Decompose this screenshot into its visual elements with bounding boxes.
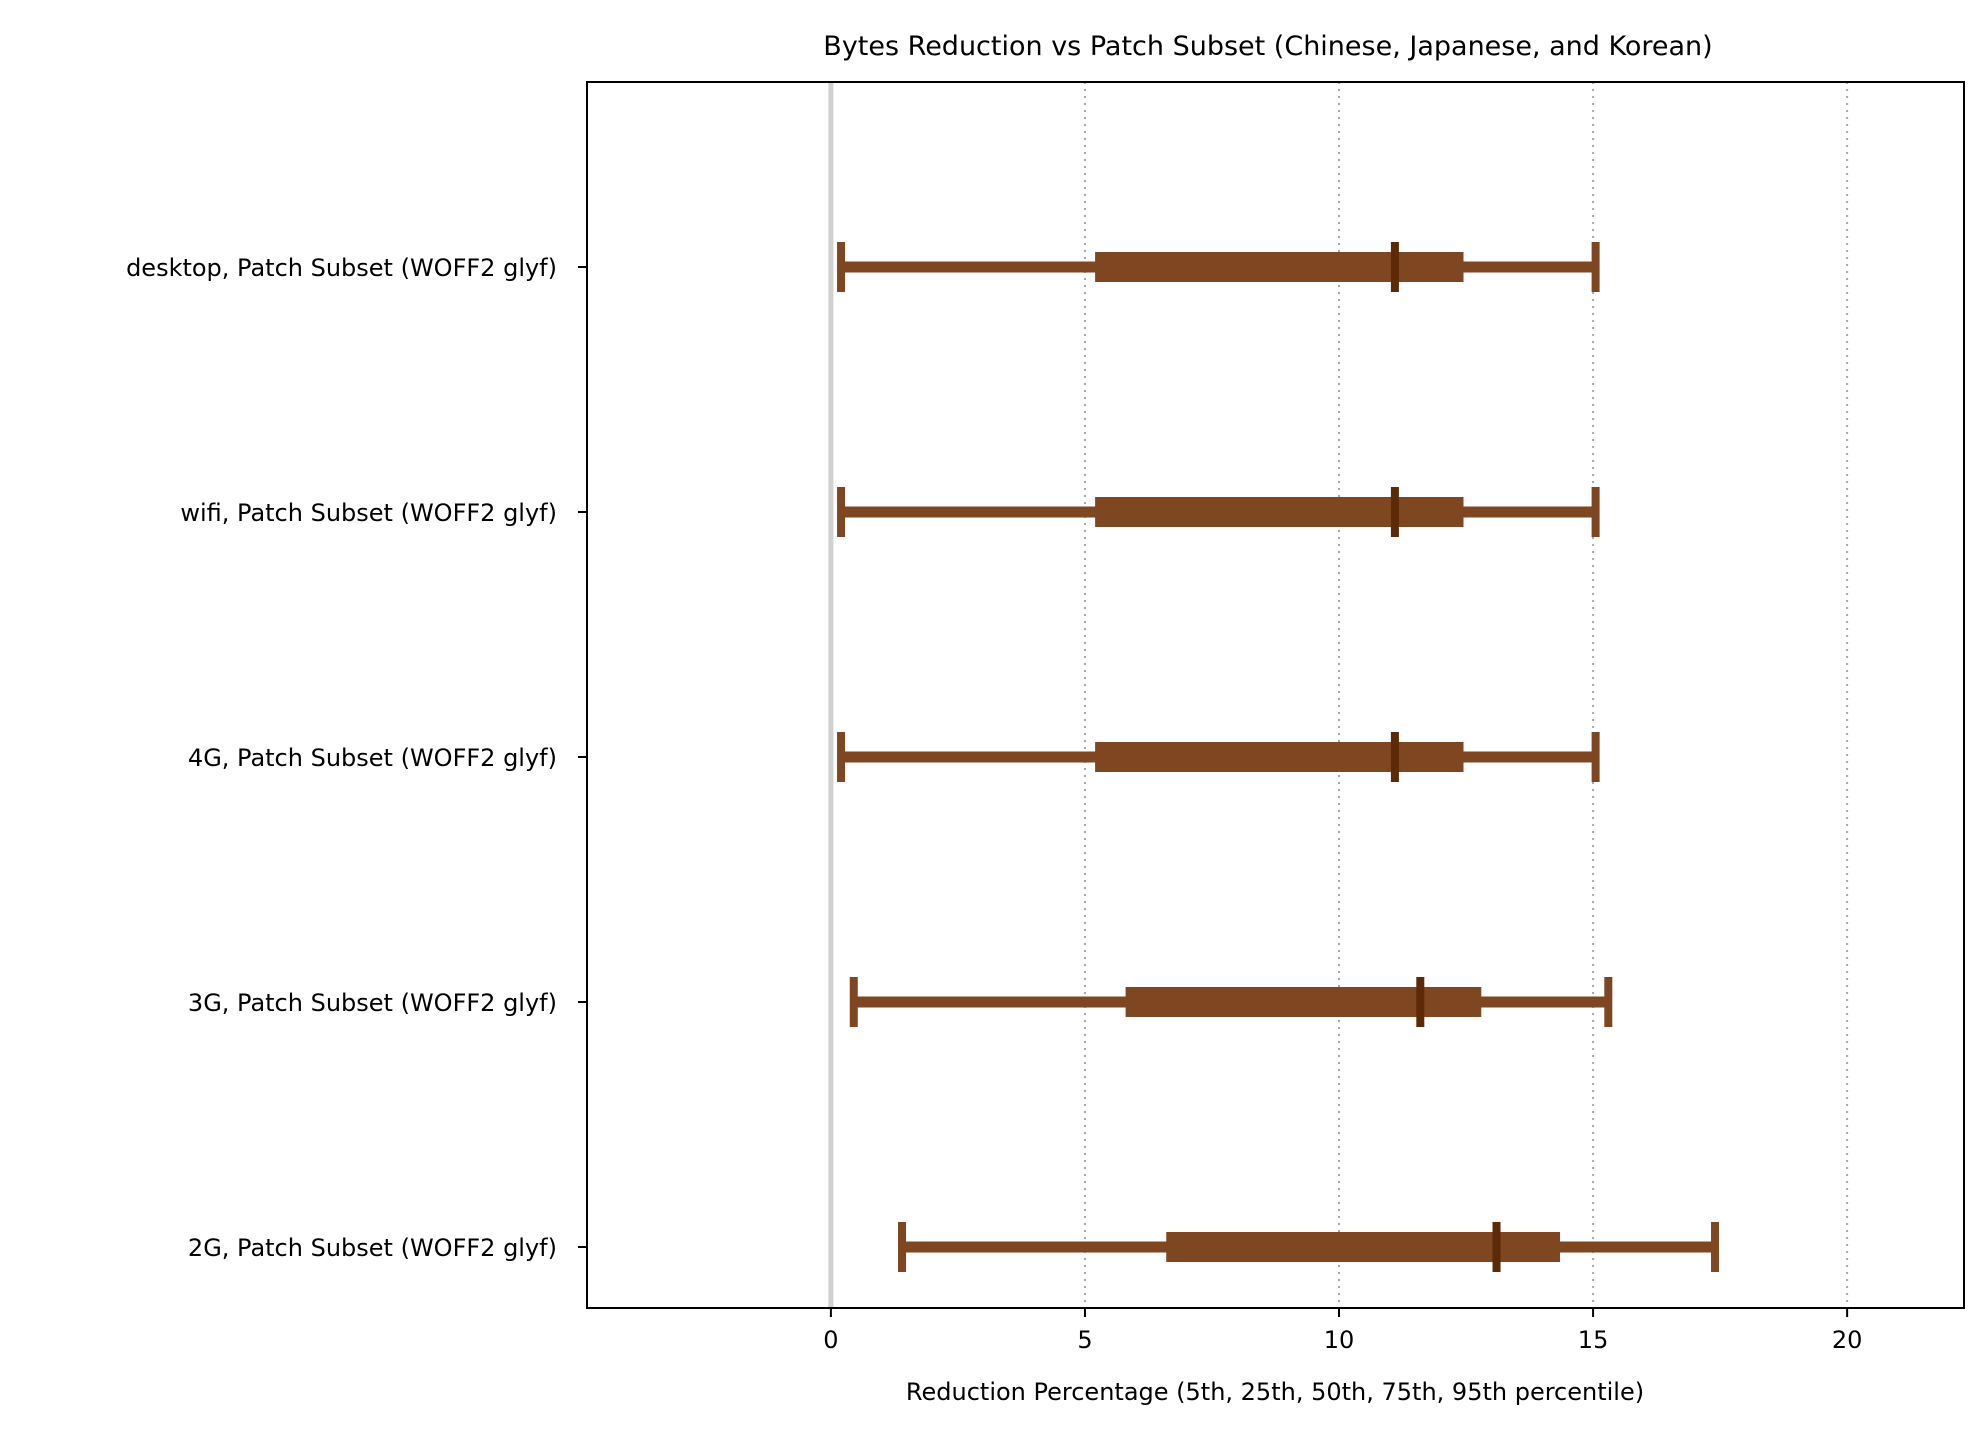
x-axis-label: Reduction Percentage (5th, 25th, 50th, 7… bbox=[906, 1378, 1644, 1406]
x-tick-label: 15 bbox=[1578, 1326, 1609, 1354]
y-tick-label: desktop, Patch Subset (WOFF2 glyf) bbox=[126, 254, 557, 282]
iqr-box bbox=[1095, 252, 1464, 282]
plot-frame bbox=[586, 81, 1965, 1309]
x-tick-label: 20 bbox=[1832, 1326, 1863, 1354]
y-tick-label: wifi, Patch Subset (WOFF2 glyf) bbox=[180, 499, 557, 527]
iqr-box bbox=[1095, 497, 1464, 527]
y-tick-label: 3G, Patch Subset (WOFF2 glyf) bbox=[188, 989, 557, 1017]
y-tick-label: 2G, Patch Subset (WOFF2 glyf) bbox=[188, 1234, 557, 1262]
iqr-box bbox=[1095, 742, 1464, 772]
x-tick-label: 0 bbox=[823, 1326, 838, 1354]
y-tick-label: 4G, Patch Subset (WOFF2 glyf) bbox=[188, 744, 557, 772]
marks-layer bbox=[837, 242, 1720, 1272]
iqr-box bbox=[1125, 987, 1482, 1017]
x-tick-label: 10 bbox=[1324, 1326, 1355, 1354]
chart-title: Bytes Reduction vs Patch Subset (Chinese… bbox=[823, 31, 1712, 62]
iqr-box bbox=[1166, 1232, 1561, 1262]
x-tick-label: 5 bbox=[1077, 1326, 1092, 1354]
axis-layer: 0 5 10 15 20 desktop, Patch Subset (WOFF2 gly… bbox=[126, 254, 1862, 1354]
